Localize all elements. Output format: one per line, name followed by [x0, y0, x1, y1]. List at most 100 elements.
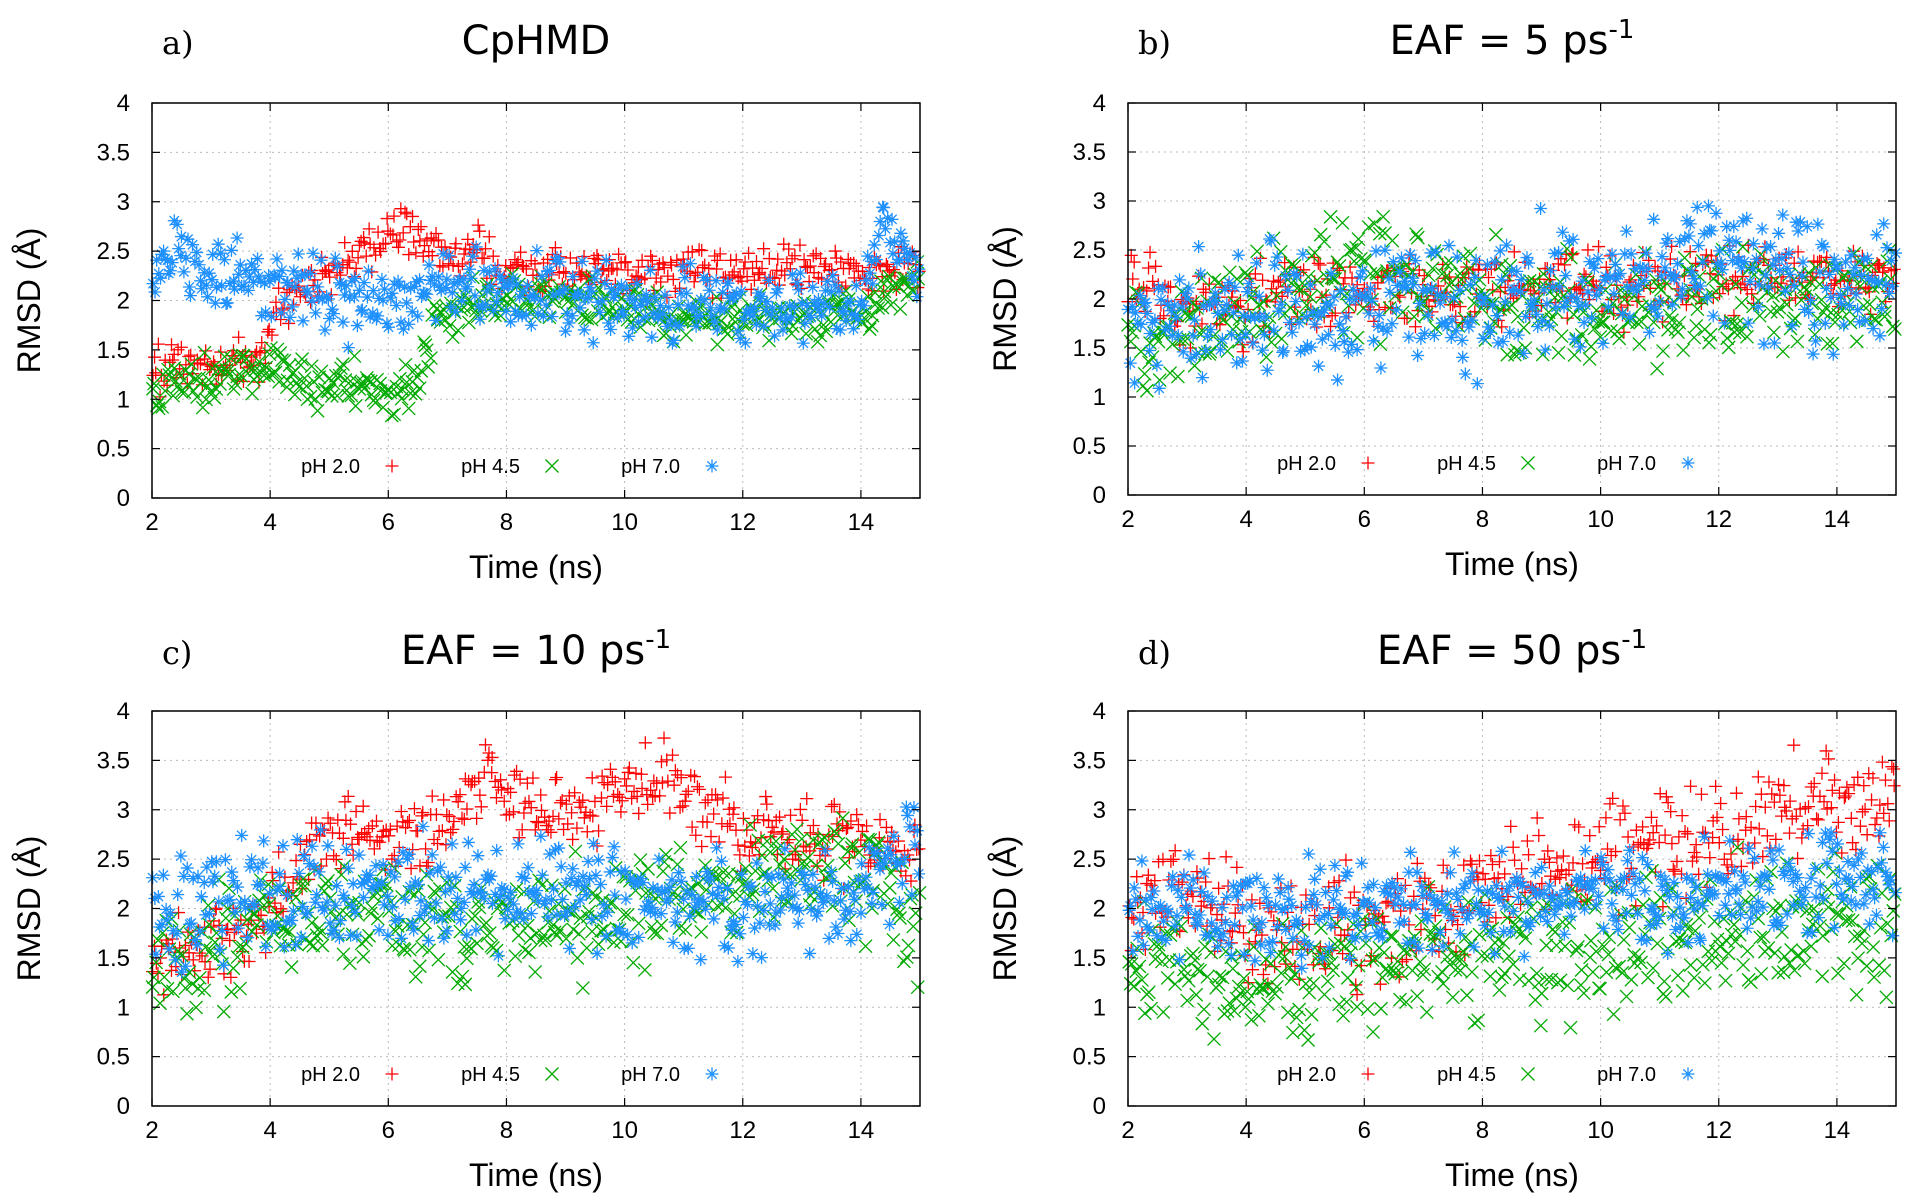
data-point — [1438, 315, 1452, 329]
data-point — [1559, 269, 1573, 283]
data-point — [1844, 248, 1858, 262]
data-point — [1615, 965, 1630, 980]
data-point — [818, 284, 832, 298]
data-point — [363, 868, 377, 882]
data-point — [865, 308, 880, 323]
data-point — [666, 272, 680, 286]
x-tick-label: 6 — [382, 509, 395, 536]
data-point — [795, 296, 809, 310]
data-point — [381, 928, 395, 942]
data-point — [729, 287, 743, 301]
data-point — [785, 252, 799, 266]
data-point — [602, 316, 616, 330]
data-point — [444, 300, 458, 314]
data-point — [710, 253, 724, 267]
data-point — [1213, 318, 1227, 332]
data-point — [1518, 340, 1533, 355]
data-point — [206, 248, 220, 262]
data-point — [759, 304, 773, 318]
data-point — [402, 813, 416, 827]
data-point — [1319, 296, 1333, 310]
data-point — [1227, 1003, 1242, 1018]
data-point — [330, 879, 344, 893]
data-point — [721, 320, 736, 335]
data-point — [1556, 849, 1570, 863]
data-point — [292, 866, 306, 880]
data-point — [396, 322, 410, 336]
data-point — [440, 808, 454, 822]
data-point — [1752, 278, 1766, 292]
data-point — [501, 782, 515, 796]
data-point — [380, 212, 394, 226]
data-point — [1420, 284, 1434, 298]
data-point — [345, 244, 359, 258]
data-point — [349, 804, 363, 818]
data-point — [179, 1006, 194, 1021]
data-point — [751, 268, 765, 282]
data-point — [1567, 348, 1582, 362]
data-point — [1315, 288, 1330, 303]
panel-letter: d) — [1138, 634, 1171, 672]
data-point — [633, 853, 648, 867]
data-point — [1314, 921, 1328, 936]
data-point — [357, 231, 371, 245]
data-point — [1783, 794, 1797, 808]
data-point — [678, 271, 692, 285]
data-point — [1163, 319, 1177, 333]
data-point — [1144, 1001, 1159, 1016]
data-point — [471, 218, 485, 232]
data-point — [1607, 287, 1621, 301]
data-point — [360, 290, 374, 304]
data-point — [643, 263, 657, 277]
data-point — [755, 261, 769, 275]
data-point — [1701, 944, 1716, 959]
data-point — [1385, 317, 1399, 331]
data-point — [1312, 359, 1326, 373]
data-point — [425, 249, 439, 263]
data-point — [297, 371, 312, 386]
data-point — [752, 848, 766, 862]
data-point — [1495, 273, 1509, 287]
data-point — [179, 251, 193, 265]
data-point — [1369, 244, 1383, 258]
data-point — [1353, 270, 1367, 284]
data-point — [208, 296, 222, 310]
data-point — [1427, 329, 1441, 342]
data-point — [511, 837, 525, 851]
data-point — [148, 350, 162, 364]
data-point — [1285, 1025, 1300, 1040]
data-point — [1192, 240, 1206, 254]
data-point — [851, 312, 865, 326]
data-point — [903, 820, 917, 834]
legend-label: pH 2.0 — [1277, 453, 1336, 475]
data-point — [1585, 311, 1599, 325]
data-point — [1583, 829, 1597, 843]
data-point — [1220, 298, 1234, 312]
data-point — [198, 352, 212, 366]
data-point — [1461, 315, 1474, 329]
data-point — [1724, 927, 1739, 942]
data-point — [760, 797, 774, 811]
data-point — [341, 388, 356, 403]
data-point — [425, 848, 439, 862]
data-point — [181, 232, 195, 246]
data-point — [1819, 744, 1833, 758]
data-point — [1756, 850, 1770, 864]
data-point — [1740, 329, 1754, 344]
data-point — [1331, 373, 1345, 387]
y-tick-label: 4 — [1093, 90, 1106, 117]
y-tick-label: 2 — [117, 288, 130, 315]
data-point — [1755, 222, 1769, 236]
data-point — [158, 252, 172, 266]
data-point — [1483, 325, 1497, 339]
data-point — [859, 870, 873, 884]
data-point — [894, 226, 908, 240]
data-point — [202, 266, 216, 280]
data-point — [1224, 949, 1238, 963]
data-point — [1468, 270, 1482, 284]
data-point — [1500, 238, 1514, 252]
data-point — [391, 240, 405, 254]
data-point — [227, 282, 241, 296]
data-point — [1254, 938, 1268, 952]
data-point — [1233, 332, 1247, 346]
